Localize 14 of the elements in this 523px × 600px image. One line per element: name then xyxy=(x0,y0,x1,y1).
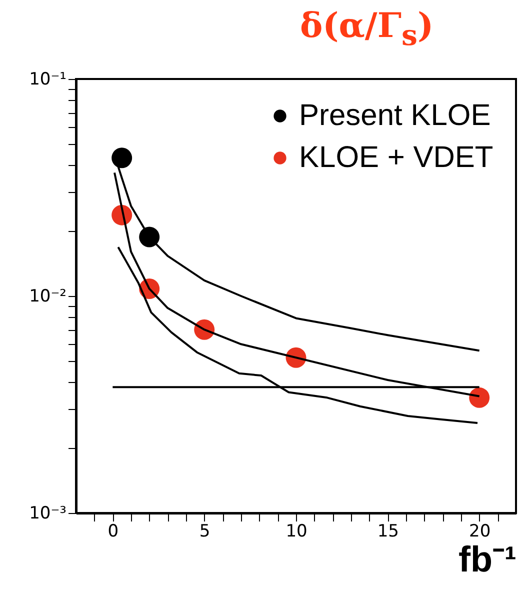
y-tick-label: 10⁻³ xyxy=(29,504,66,524)
point xyxy=(112,148,132,168)
x-tick-label: 20 xyxy=(469,522,491,542)
x-tick-label: 10 xyxy=(286,522,308,542)
x-tick-label: 15 xyxy=(377,522,399,542)
chart-title: δ(α/Γ$_{s}$) xyxy=(300,6,434,52)
y-tick-label: 10⁻² xyxy=(29,286,66,306)
point xyxy=(469,387,490,408)
legend-label: KLOE + VDET xyxy=(299,141,494,174)
legend-label: Present KLOE xyxy=(299,99,491,132)
x-axis-title: fb⁻¹ xyxy=(458,538,516,580)
x-tick-label: 0 xyxy=(108,522,119,542)
y-tick-label: 10⁻¹ xyxy=(29,70,66,90)
x-tick-label: 5 xyxy=(199,522,210,542)
